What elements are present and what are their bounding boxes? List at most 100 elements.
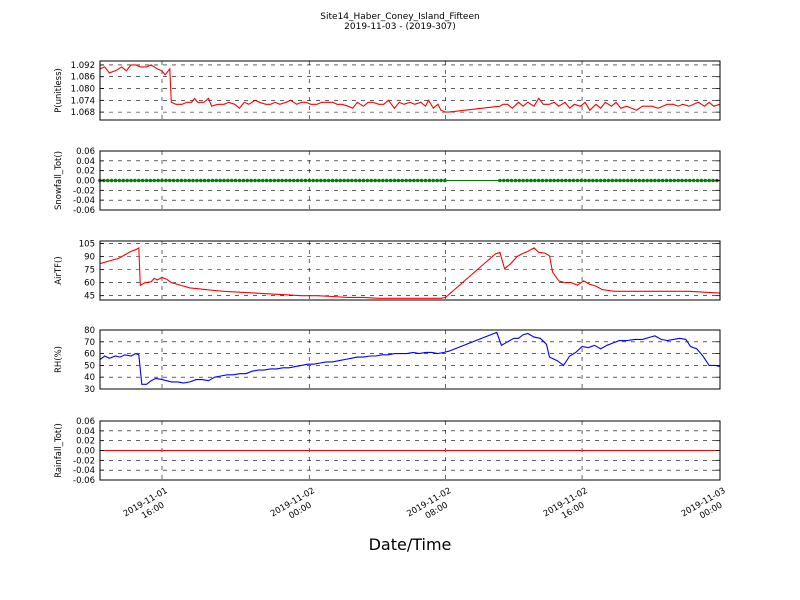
series-point (392, 178, 397, 183)
y-tick-label: 80 (84, 326, 95, 336)
series-point (140, 178, 145, 183)
series-point (303, 178, 308, 183)
series-point (334, 178, 339, 183)
series-point (606, 178, 611, 183)
series-point (164, 178, 168, 183)
series-point (649, 178, 653, 183)
series-point (664, 178, 669, 183)
series-point (109, 178, 114, 183)
y-tick-label: 0.04 (76, 427, 95, 437)
series-point (707, 178, 711, 183)
y-tick-label: 1.074 (71, 96, 95, 106)
series-point (676, 178, 680, 183)
series-point (618, 178, 622, 183)
y-axis-label: RH(%) (54, 346, 64, 373)
series-point (237, 178, 242, 183)
series-point (575, 178, 580, 183)
y-axis-label: Snowfall_Tot() (54, 151, 64, 210)
series-point (295, 178, 300, 183)
series-point (284, 178, 288, 183)
series-point (222, 178, 226, 183)
x-tick-label: 2019-11-0216:00 (542, 486, 595, 529)
series-point (695, 178, 700, 183)
series-point (214, 178, 219, 183)
y-tick-label: 0.06 (76, 147, 95, 157)
series-point (594, 178, 599, 183)
series-point (311, 178, 315, 183)
series-point (563, 178, 568, 183)
series-point (330, 178, 335, 183)
series-point (691, 178, 696, 183)
series-point (350, 178, 354, 183)
y-tick-label: 1.068 (71, 108, 95, 118)
series-point (249, 178, 253, 183)
plot-frame (99, 60, 721, 121)
series-point (171, 178, 176, 183)
series-point (357, 178, 362, 183)
panel-2: 105 90 75 60 45 AirTF() (54, 240, 721, 302)
series-point (369, 178, 374, 183)
series-point (105, 178, 110, 183)
series-line (99, 64, 721, 113)
figure-title: Site14_Haber_Coney_Island_Fifteen (320, 12, 479, 22)
series-point (206, 178, 211, 183)
x-tick-label: 2019-11-0116:00 (122, 486, 175, 529)
series-point (505, 178, 510, 183)
x-tick-label: 2019-11-0200:00 (269, 486, 322, 529)
y-tick-label: -0.06 (73, 476, 95, 486)
series-point (144, 178, 149, 183)
series-point (419, 178, 424, 183)
y-tick-label: 75 (84, 266, 95, 276)
series-point (241, 178, 246, 183)
series-point (260, 178, 265, 183)
series-point (322, 178, 327, 183)
y-tick-label: 1.080 (71, 85, 95, 95)
y-tick-label: 60 (84, 350, 95, 360)
series-point (226, 178, 230, 183)
series-point (388, 178, 393, 183)
series-point (536, 178, 541, 183)
series-point (587, 178, 591, 183)
plot-frame (99, 329, 721, 390)
x-tick-label: 2019-11-0208:00 (405, 486, 458, 529)
series-point (307, 178, 312, 183)
series-point (529, 178, 533, 183)
series-point (412, 178, 416, 183)
series-point (687, 178, 692, 183)
y-tick-label: 0.02 (76, 167, 95, 177)
y-tick-label: 60 (84, 279, 95, 289)
series-point (598, 178, 603, 183)
y-tick-label: 30 (84, 385, 95, 395)
series-point (408, 178, 412, 183)
series-point (583, 178, 587, 183)
y-tick-label: -0.02 (73, 456, 95, 466)
series-point (579, 178, 584, 183)
series-point (525, 178, 529, 183)
series-point (684, 178, 688, 183)
series-point (435, 178, 439, 183)
series-point (117, 178, 122, 183)
series-point (699, 178, 704, 183)
plot-frame (99, 240, 721, 301)
y-tick-label: 0.00 (76, 447, 95, 457)
series-point (129, 178, 133, 183)
series-point (365, 178, 370, 183)
series-point (210, 178, 215, 183)
series-point (272, 178, 277, 183)
series-point (423, 178, 428, 183)
series-point (633, 178, 638, 183)
series-point (160, 178, 164, 183)
series-point (645, 178, 649, 183)
series-point (641, 178, 646, 183)
series-line (99, 246, 721, 299)
series-point (299, 178, 304, 183)
series-point (187, 178, 191, 183)
series-point (326, 178, 331, 183)
series-point (400, 178, 405, 183)
series-point (346, 178, 350, 183)
series-point (439, 178, 443, 183)
series-point (614, 178, 618, 183)
